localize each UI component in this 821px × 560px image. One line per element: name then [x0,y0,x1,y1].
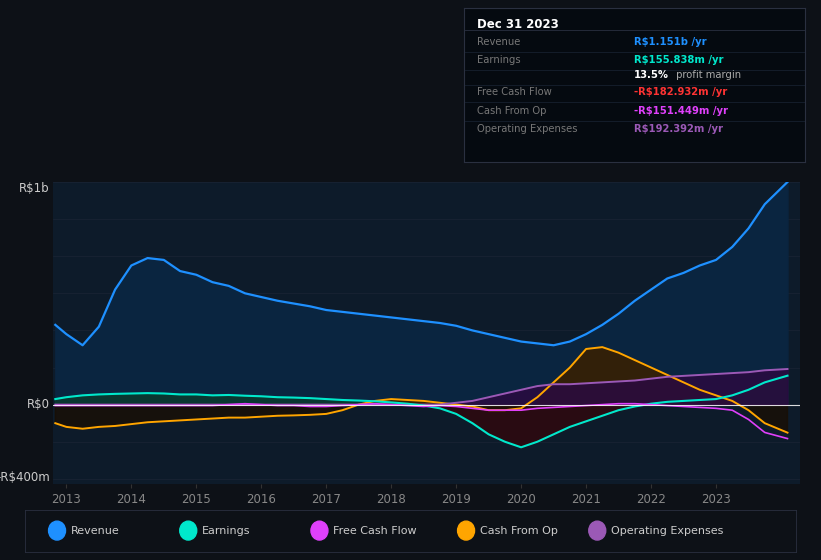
Text: -R$182.932m /yr: -R$182.932m /yr [635,87,727,97]
Text: R$0: R$0 [26,398,49,411]
Text: Free Cash Flow: Free Cash Flow [333,526,417,535]
Ellipse shape [311,521,328,540]
Text: Dec 31 2023: Dec 31 2023 [478,17,559,31]
Text: -R$151.449m /yr: -R$151.449m /yr [635,106,728,116]
Text: profit margin: profit margin [673,71,741,81]
Text: Earnings: Earnings [478,55,521,65]
Text: Revenue: Revenue [478,38,521,47]
Text: Earnings: Earnings [202,526,250,535]
Text: Free Cash Flow: Free Cash Flow [478,87,553,97]
Text: Cash From Op: Cash From Op [480,526,557,535]
Ellipse shape [457,521,475,540]
Text: R$155.838m /yr: R$155.838m /yr [635,55,724,65]
Ellipse shape [180,521,197,540]
Ellipse shape [589,521,606,540]
Text: R$1b: R$1b [19,182,49,195]
Text: Operating Expenses: Operating Expenses [478,124,578,134]
Text: -R$400m: -R$400m [0,472,49,484]
Text: 13.5%: 13.5% [635,71,669,81]
Ellipse shape [48,521,66,540]
Text: Operating Expenses: Operating Expenses [611,526,723,535]
Text: Cash From Op: Cash From Op [478,106,547,116]
Text: Revenue: Revenue [71,526,120,535]
Text: R$1.151b /yr: R$1.151b /yr [635,38,707,47]
Text: R$192.392m /yr: R$192.392m /yr [635,124,723,134]
